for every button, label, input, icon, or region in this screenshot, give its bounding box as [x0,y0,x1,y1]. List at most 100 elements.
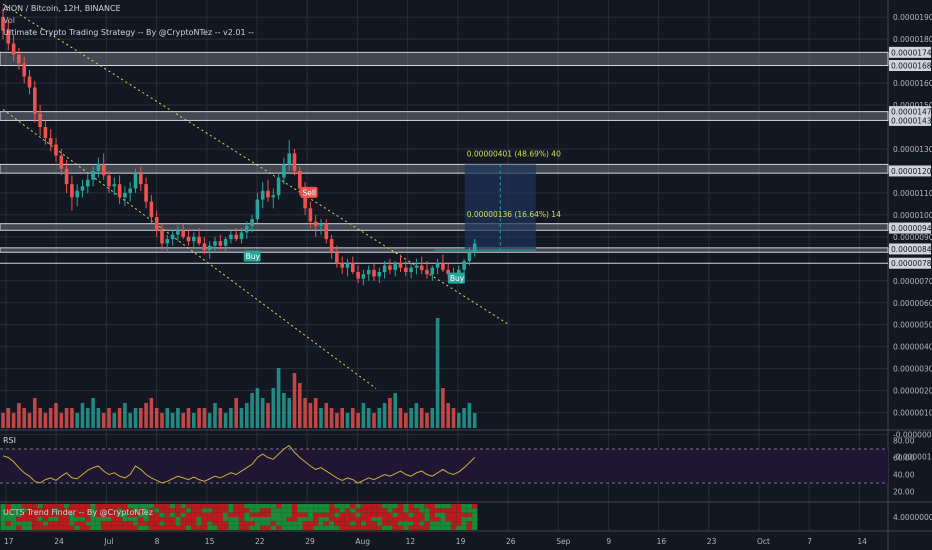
candle-body [414,265,419,268]
trend-cell [48,508,54,513]
trend-cell [85,517,91,522]
trend-cell [323,508,329,513]
volume-bar [6,408,11,428]
trend-cell [196,504,202,509]
volume-bar [472,413,477,428]
time-tick-label: Jul [103,537,113,546]
volume-bar [393,393,397,428]
trend-cell [472,508,478,513]
trend-cell [154,521,160,526]
volume-bar [404,413,408,428]
trend-finder-pane [0,504,478,530]
trend-cell [185,508,192,513]
trend-cell [95,504,102,509]
trend-cell [26,512,33,517]
candle-body [149,201,154,218]
trend-cell [424,508,430,513]
candle-body [22,63,26,77]
trend-cell [435,508,441,513]
trend-cell [217,521,223,526]
trend-cell [461,521,467,526]
trend-cell [281,517,287,522]
candle-body [223,239,228,246]
trend-cell [429,517,435,522]
trend-cell [85,525,91,530]
trend-cell [127,517,133,522]
trend-cell [424,512,430,517]
time-axis[interactable]: 17 24 Jul 8 15 22 29 Aug 12 19 26 Sep 9 16 23 Oct 7 14 [4,537,867,546]
trend-cell [297,504,303,509]
trend-cell [265,504,271,509]
trend-cell [95,521,102,526]
candle-body [133,173,138,189]
trend-cell [440,517,446,522]
trend-cell [445,521,451,526]
trend-cell [302,525,308,530]
trend-cell [42,525,49,530]
time-tick-label: 19 [456,537,466,546]
trend-cell [339,525,345,530]
trend-cell [127,508,133,513]
trend-cell [323,512,329,517]
trend-cell [466,508,473,513]
trend-cell [392,517,398,522]
volume-bar [239,408,244,428]
trend-cell [117,521,123,526]
trend-cell [429,508,435,513]
support-band [0,111,889,121]
volume-bar [319,408,323,428]
trend-cell [461,504,467,509]
candle-body [144,184,148,202]
trend-cell [360,512,367,517]
trend-cell [175,504,181,509]
trend-cell [265,521,271,526]
trend-cell [371,504,377,509]
trend-cell [48,525,54,530]
trend-cell [64,521,70,526]
trend-cell [371,525,377,530]
candle-body [70,184,74,198]
trend-cell [366,504,372,509]
trend-cell [90,512,96,517]
trend-cell [127,512,133,517]
rsi-band-fill [0,449,888,483]
volume-bar [308,403,313,428]
trend-cell [291,512,298,517]
trend-cell [419,504,425,509]
trend-cell [371,517,377,522]
trend-cell [143,517,149,522]
trend-cell [350,525,356,530]
trend-cell [445,525,451,530]
trend-cell [90,525,96,530]
volume-bar [33,398,37,428]
trend-cell [48,512,54,517]
trend-cell [207,521,213,526]
volume-bar [409,408,413,428]
trend-cell [254,521,261,526]
trend-cell [0,512,6,517]
trend-cell [445,508,451,513]
trend-cell [74,521,80,526]
trend-cell [201,521,208,526]
candle-body [404,267,408,273]
time-tick-label: 26 [506,537,516,546]
trend-cell [265,508,271,513]
candle-body [48,138,53,145]
trend-cell [138,521,144,526]
trend-cell [5,512,11,517]
trend-cell [297,512,303,517]
trend-cell [175,508,181,513]
candle-body [54,144,58,156]
trend-cell [217,504,223,509]
trend-cell [318,504,324,509]
volume-bar [282,393,286,428]
trend-cell [196,521,202,526]
trend-cell [101,508,107,513]
trend-cell [323,521,329,526]
volume-bar [303,398,307,428]
trend-cell [64,517,70,522]
